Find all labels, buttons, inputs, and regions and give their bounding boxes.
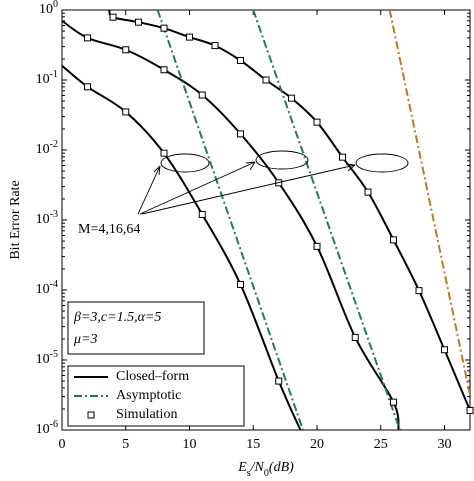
x-tick-label: 0 <box>59 437 66 452</box>
parameter-box <box>67 301 205 355</box>
marker <box>211 42 219 50</box>
x-tick-label: 10 <box>183 437 197 452</box>
x-tick-label: 25 <box>374 437 388 452</box>
marker <box>390 236 397 244</box>
legend-label: Simulation <box>116 407 177 422</box>
parameter-text: μ=3 <box>73 332 97 347</box>
marker <box>288 94 295 102</box>
marker <box>84 83 91 91</box>
marker <box>84 34 91 42</box>
marker <box>160 149 168 157</box>
y-tick-label: 10-4 <box>36 279 58 297</box>
marker <box>237 130 244 138</box>
marker <box>313 242 321 250</box>
x-tick-label: 20 <box>310 437 324 452</box>
annotation: M=4,16,64 <box>78 222 140 237</box>
legend-label: Closed–form <box>116 369 189 384</box>
x-axis-label: Es/N0(dB) <box>237 460 294 479</box>
marker <box>186 33 193 41</box>
marker <box>198 210 206 218</box>
marker <box>390 398 397 406</box>
marker <box>198 91 206 99</box>
marker <box>122 46 130 54</box>
y-axis-label: Bit Error Rate <box>8 180 23 259</box>
marker <box>364 188 372 196</box>
y-tick-label: 10-1 <box>36 69 58 87</box>
series-line <box>62 20 400 430</box>
y-tick-label: 10-5 <box>36 349 58 367</box>
marker <box>262 76 270 84</box>
marker <box>415 287 423 295</box>
marker <box>160 66 168 74</box>
marker <box>135 18 142 26</box>
y-tick-label: 10-2 <box>36 139 58 157</box>
marker <box>160 24 168 32</box>
marker <box>237 280 244 288</box>
marker <box>237 56 244 64</box>
marker <box>109 13 117 21</box>
x-tick-label: 15 <box>246 437 260 452</box>
legend-marker <box>87 411 95 419</box>
x-tick-label: 5 <box>122 437 129 452</box>
marker <box>351 333 359 341</box>
parameter-text: β=3,c=1.5,α=5 <box>73 310 161 325</box>
marker <box>275 377 283 385</box>
marker <box>339 153 346 161</box>
annotation-shapes <box>137 150 409 215</box>
plot-area: 0 5 10 15 20 25 30 10-6 10-5 10-4 10-3 10-2 10-1 100 <box>36 0 474 452</box>
x-tick-label: 30 <box>438 437 452 452</box>
marker <box>441 346 448 354</box>
marker <box>313 118 321 126</box>
y-tick-label: 10-6 <box>36 419 58 437</box>
marker <box>122 108 130 116</box>
series-line <box>62 64 302 430</box>
series-line <box>388 10 470 395</box>
marker <box>466 406 474 414</box>
series-line <box>156 10 304 430</box>
y-tick-label: 10-3 <box>36 209 58 227</box>
y-tick-label: 100 <box>39 0 58 17</box>
series-line <box>252 10 401 430</box>
legend-label: Asymptotic <box>116 388 181 403</box>
